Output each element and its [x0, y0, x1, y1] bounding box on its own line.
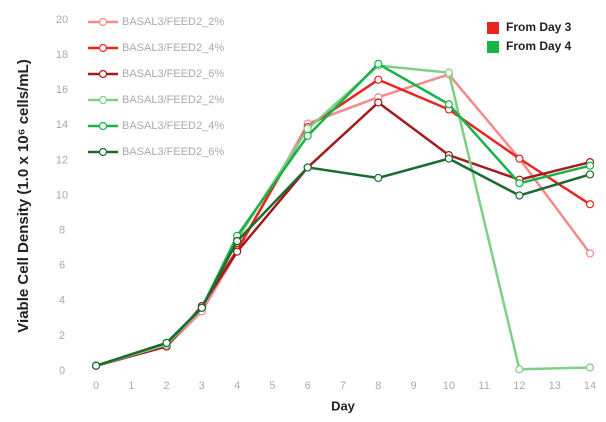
data-point: [197, 303, 206, 312]
y-tick-label: 18: [56, 49, 68, 61]
legend-marker: [98, 95, 108, 105]
data-point: [374, 59, 383, 68]
legend-marker: [98, 147, 108, 157]
data-point: [162, 338, 171, 348]
data-point: [374, 98, 383, 107]
y-tick-label: 10: [56, 189, 68, 201]
data-point: [515, 191, 524, 200]
x-tick-label: 1: [128, 380, 134, 392]
data-point: [515, 365, 524, 374]
data-point: [303, 131, 312, 140]
data-point: [585, 363, 595, 372]
data-point: [585, 249, 595, 258]
y-tick-label: 8: [59, 225, 65, 237]
data-point: [585, 170, 595, 179]
y-tick-label: 12: [56, 154, 68, 166]
x-axis-label: Day: [331, 398, 356, 413]
x-tick-label: 10: [443, 380, 455, 392]
x-tick-label: 13: [549, 380, 561, 392]
x-tick-label: 3: [199, 380, 205, 392]
data-point: [91, 361, 101, 370]
data-point: [444, 154, 453, 163]
legend-marker: [98, 121, 108, 131]
data-point: [585, 161, 595, 170]
legend-label: BASAL3/FEED2_6%: [122, 146, 224, 158]
y-tick-label: 20: [56, 14, 68, 26]
data-point: [515, 154, 524, 163]
y-tick-label: 0: [59, 365, 65, 377]
x-tick-label: 5: [269, 380, 275, 392]
y-tick-label: 2: [59, 330, 65, 342]
data-point: [374, 75, 383, 84]
data-point: [444, 68, 453, 77]
x-tick-label: 4: [234, 380, 240, 392]
y-tick-label: 14: [56, 119, 68, 131]
x-tick-label: 2: [164, 380, 170, 392]
legend-marker: [98, 69, 108, 79]
legend-label: BASAL3/FEED2_4%: [122, 120, 224, 132]
data-point: [303, 124, 312, 133]
group-legend-label: From Day 4: [506, 39, 572, 53]
data-point: [515, 179, 524, 188]
y-tick-label: 16: [56, 84, 68, 96]
x-tick-label: 12: [513, 380, 525, 392]
y-tick-label: 6: [59, 260, 65, 272]
x-tick-label: 11: [478, 380, 489, 392]
y-tick-label: 4: [59, 295, 65, 307]
data-point: [444, 100, 453, 109]
x-tick-label: 14: [584, 380, 596, 392]
data-point: [374, 173, 383, 183]
x-tick-label: 0: [93, 380, 99, 392]
x-tick-label: 6: [305, 380, 311, 392]
group-legend-swatch: [487, 22, 499, 34]
data-point: [233, 237, 242, 246]
y-axis-label: Viable Cell Density (1.0 x 10⁶ cells/mL): [15, 59, 32, 332]
legend-marker: [98, 43, 108, 53]
series-line: [95, 157, 591, 367]
series-line: [95, 72, 592, 367]
data-point: [303, 163, 312, 172]
data-point: [233, 247, 242, 256]
legend-label: BASAL3/FEED2_4%: [122, 42, 224, 54]
x-tick-label: 7: [340, 380, 346, 392]
data-point: [585, 200, 595, 209]
group-legend-label: From Day 3: [506, 20, 572, 34]
legend-label: BASAL3/FEED2_6%: [122, 68, 224, 80]
x-tick-label: 9: [411, 380, 417, 392]
legend-marker: [98, 17, 108, 27]
legend-label: BASAL3/FEED2_2%: [122, 94, 224, 106]
series-line: [95, 100, 591, 367]
legend-label: BASAL3/FEED2_2%: [122, 16, 224, 28]
group-legend-swatch: [487, 41, 499, 53]
x-tick-label: 8: [375, 380, 381, 392]
